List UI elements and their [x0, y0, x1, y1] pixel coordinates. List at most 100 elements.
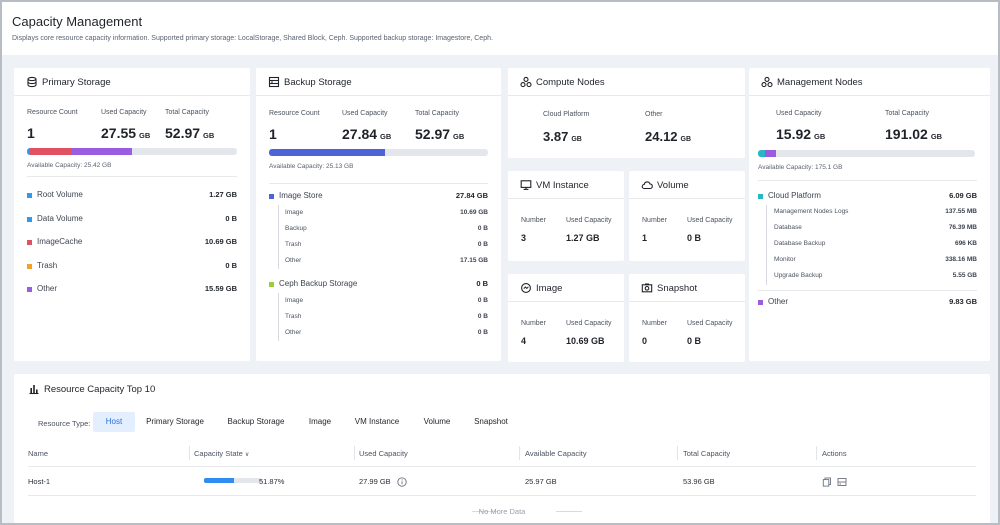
sub-value: 10.69 GB — [460, 209, 488, 216]
group-label: Ceph Backup Storage — [279, 279, 358, 288]
vm-instance-card: VM Instance Number Used Capacity 3 1.27 … — [508, 171, 624, 261]
total-capacity-label: Total Capacity — [415, 110, 459, 117]
tab-primary-storage[interactable]: Primary Storage — [146, 417, 204, 426]
sub-value: 137.55 MB — [945, 208, 977, 215]
primary-storage-card: Primary Storage Resource Count Used Capa… — [14, 68, 250, 361]
used-capacity-label: Used Capacity — [687, 217, 733, 224]
number-label: Number — [521, 217, 546, 224]
legend-dot — [758, 194, 763, 199]
column-separator — [519, 446, 520, 460]
sub-value: 17.15 GB — [460, 257, 488, 264]
tab-image[interactable]: Image — [308, 417, 332, 426]
column-total-capacity[interactable]: Total Capacity — [683, 449, 731, 458]
sort-chevron-icon[interactable]: ∨ — [244, 452, 250, 458]
sub-value: 0 B — [477, 329, 488, 336]
legend-dot — [758, 300, 763, 305]
legend-dot — [27, 193, 32, 198]
row-divider — [28, 495, 976, 496]
sub-item: Management Nodes Logs 137.55 MB — [758, 208, 977, 220]
sub-item: Monitor 338.16 MB — [758, 256, 977, 268]
snapshot-title: Snapshot — [657, 283, 698, 294]
total-capacity-label: Total Capacity — [885, 110, 929, 117]
sub-value: 696 KB — [954, 240, 977, 247]
column-separator — [816, 446, 817, 460]
resource-type-label: Resource Type: — [38, 419, 91, 428]
info-icon[interactable] — [397, 477, 407, 487]
column-separator — [354, 446, 355, 460]
item-value: 1.27 GB — [209, 190, 237, 199]
copy-icon[interactable] — [822, 477, 832, 487]
used-capacity-label: Used Capacity — [687, 320, 733, 327]
used-capacity-value: 1.27 GB — [566, 233, 600, 243]
top10-card: Resource Capacity Top 10 Resource Type: … — [14, 374, 990, 523]
sub-value: 338.16 MB — [945, 256, 977, 263]
capacity-state-bar — [204, 478, 262, 483]
host-icon[interactable] — [837, 477, 847, 487]
sub-item: Other 0 B — [269, 329, 488, 341]
compute-nodes-card: Compute Nodes Cloud Platform Other 3.87 G… — [508, 68, 745, 158]
breakdown-item: Other 15.59 GB — [27, 284, 237, 296]
tab-host[interactable]: Host — [93, 412, 135, 432]
item-value: 9.83 GB — [949, 297, 977, 306]
used-capacity-label: Used Capacity — [776, 110, 822, 117]
item-label: Trash — [37, 260, 58, 270]
storage-group: Ceph Backup Storage 0 B — [269, 279, 488, 291]
sub-label: Backup — [285, 225, 307, 232]
management-nodes-title: Management Nodes — [777, 77, 863, 88]
sub-item: Trash 0 B — [269, 241, 488, 253]
row-available-capacity: 25.97 GB — [525, 477, 557, 486]
divider — [27, 176, 237, 177]
column-separator — [189, 446, 190, 460]
row-total-capacity: 53.96 GB — [683, 477, 715, 486]
management-nodes-usage-bar — [758, 150, 975, 157]
storage-group: Image Store 27.84 GB — [269, 191, 488, 203]
page-title: Capacity Management — [12, 14, 143, 29]
tab-volume[interactable]: Volume — [423, 417, 451, 426]
column-name[interactable]: Name — [28, 449, 49, 458]
item-value: 10.69 GB — [204, 237, 237, 246]
sub-label: Monitor — [774, 256, 796, 263]
card-header: Volume — [629, 171, 745, 199]
breakdown-item: Data Volume 0 B — [27, 214, 237, 226]
monitor-icon — [520, 179, 532, 191]
breakdown-item: Trash 0 B — [27, 261, 237, 273]
camera-icon — [641, 282, 653, 294]
row-name[interactable]: Host-1 — [28, 477, 51, 486]
tab-backup-storage[interactable]: Backup Storage — [227, 417, 285, 426]
tab-vm-instance[interactable]: VM Instance — [354, 417, 400, 426]
column-separator — [677, 446, 678, 460]
column-used-capacity[interactable]: Used Capacity — [359, 449, 408, 458]
column-available-capacity[interactable]: Available Capacity — [525, 449, 587, 458]
tree-line — [278, 205, 279, 269]
column-capacity-state[interactable]: Capacity State ∨ — [194, 449, 250, 458]
available-capacity: Available Capacity: 175.1 GB — [758, 164, 843, 171]
number-label: Number — [642, 320, 667, 327]
item-label: Cloud Platform — [768, 191, 821, 200]
sub-label: Image — [285, 209, 304, 216]
item-label: ImageCache — [37, 237, 83, 246]
column-actions: Actions — [822, 449, 847, 458]
total-capacity-value: 52.97 GB — [415, 126, 465, 142]
resource-count-label: Resource Count — [27, 109, 78, 116]
database-icon — [26, 76, 38, 88]
other-label: Other — [645, 111, 663, 118]
sub-value: 0 B — [477, 225, 488, 232]
sub-value: 5.55 GB — [952, 272, 977, 279]
legend-dot — [27, 287, 32, 292]
volume-card: Volume Number Used Capacity 1 0 B — [629, 171, 745, 261]
sub-label: Other — [285, 329, 302, 336]
used-capacity-value: 10.69 GB — [566, 336, 605, 346]
divider — [758, 290, 977, 291]
divider — [269, 183, 488, 184]
usage-segment — [758, 150, 765, 157]
used-capacity-value: 0 B — [687, 336, 702, 346]
number-value: 3 — [521, 233, 527, 243]
item-label: Other — [768, 297, 789, 306]
sub-item: Other 17.15 GB — [269, 257, 488, 269]
top10-title: Resource Capacity Top 10 — [44, 384, 156, 395]
group-value: 0 B — [476, 279, 488, 288]
tab-snapshot[interactable]: Snapshot — [474, 417, 508, 426]
sub-value: 0 B — [477, 313, 488, 320]
used-capacity-label: Used Capacity — [566, 217, 612, 224]
